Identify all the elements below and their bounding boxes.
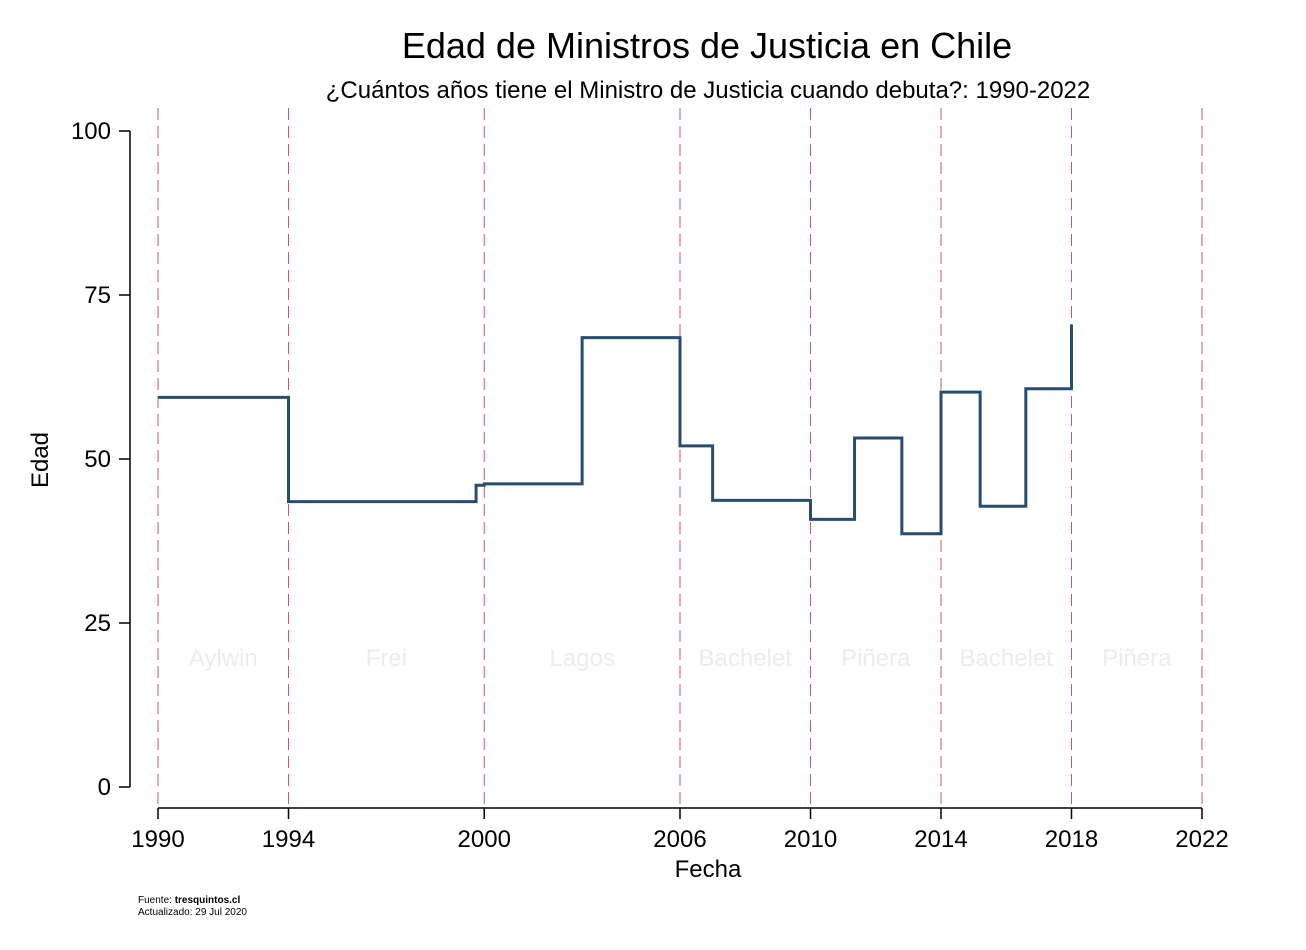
period-label-4: Piñera — [841, 645, 911, 672]
source-value: tresquintos.cl — [174, 895, 241, 906]
source-line: Fuente: tresquintos.cl — [138, 895, 247, 907]
period-label-0: Aylwin — [189, 645, 258, 672]
y-tick-label-75: 75 — [84, 282, 111, 309]
updated-line: Actualizado: 29 Jul 2020 — [138, 907, 247, 918]
period-label-1: Frei — [366, 645, 407, 672]
period-label-5: Bachelet — [960, 645, 1054, 672]
x-tick-label-2006: 2006 — [653, 826, 706, 853]
y-axis-ticks: 0 25 50 75 100 — [71, 118, 130, 801]
y-axis-title: Edad — [27, 432, 54, 488]
x-tick-label-1994: 1994 — [262, 826, 315, 853]
x-axis-title: Fecha — [675, 856, 742, 883]
y-tick-label-25: 25 — [84, 610, 111, 637]
y-tick-label-100: 100 — [71, 118, 111, 145]
period-labels: Aylwin Frei Lagos Bachelet Piñera Bachelet Piñ… — [189, 645, 1172, 672]
y-tick-label-50: 50 — [84, 446, 111, 473]
period-label-6: Piñera — [1102, 645, 1172, 672]
series-line — [158, 324, 1073, 536]
x-tick-label-1990: 1990 — [131, 826, 184, 853]
x-tick-label-2010: 2010 — [784, 826, 837, 853]
x-tick-label-2018: 2018 — [1045, 826, 1098, 853]
chart-subtitle: ¿Cuántos años tiene el Ministro de Justi… — [326, 77, 1091, 104]
chart-title: Edad de Ministros de Justicia en Chile — [402, 25, 1012, 66]
x-tick-label-2022: 2022 — [1175, 826, 1228, 853]
period-label-3: Bachelet — [699, 645, 793, 672]
x-axis-ticks: 1990 1994 2000 2006 2010 2014 2018 2022 — [131, 808, 1229, 853]
x-tick-label-2014: 2014 — [914, 826, 967, 853]
x-tick-label-2000: 2000 — [458, 826, 511, 853]
y-tick-label-0: 0 — [98, 774, 111, 801]
source-label: Fuente: — [138, 895, 175, 906]
period-label-2: Lagos — [549, 645, 614, 672]
period-divider-lines — [157, 108, 1203, 808]
footer: Fuente: tresquintos.cl Actualizado: 29 J… — [138, 895, 247, 919]
